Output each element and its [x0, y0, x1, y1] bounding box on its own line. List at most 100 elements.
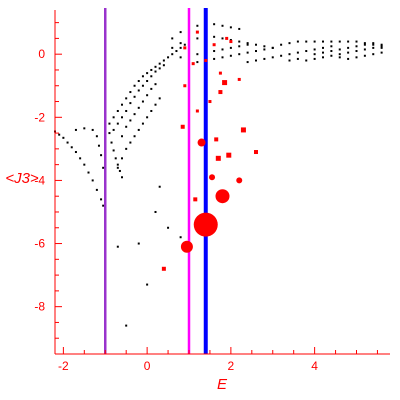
black-data-point: [83, 127, 86, 130]
black-data-point: [137, 106, 140, 109]
red-data-point: [191, 62, 195, 66]
black-data-point: [363, 54, 366, 57]
black-data-point: [288, 53, 291, 56]
black-data-point: [355, 50, 358, 53]
black-data-point: [74, 151, 77, 154]
black-data-point: [121, 116, 123, 119]
black-data-point: [238, 45, 241, 48]
black-data-point: [171, 37, 174, 40]
red-data-point: [183, 84, 187, 88]
black-data-point: [121, 157, 123, 160]
black-data-point: [102, 204, 105, 207]
black-data-point: [62, 136, 65, 139]
black-data-point: [158, 185, 161, 188]
black-data-point: [162, 59, 165, 62]
red-data-point: [222, 80, 228, 86]
black-data-point: [116, 245, 119, 248]
black-data-point: [133, 135, 136, 138]
y-tick-label: -6: [34, 237, 45, 251]
black-data-point: [141, 100, 144, 103]
black-data-point: [116, 166, 119, 169]
black-data-point: [146, 283, 149, 286]
black-point-series: [54, 23, 383, 327]
red-data-point: [254, 150, 258, 155]
black-data-point: [221, 56, 224, 59]
black-data-point: [330, 50, 333, 53]
black-data-point: [116, 122, 119, 125]
black-data-point: [171, 46, 174, 49]
black-data-point: [154, 65, 157, 68]
black-data-point: [322, 51, 324, 54]
black-data-point: [263, 57, 266, 60]
black-data-point: [146, 116, 149, 119]
red-data-point: [214, 137, 219, 142]
black-data-point: [108, 122, 111, 125]
black-data-point: [146, 72, 149, 75]
red-data-point: [225, 36, 229, 40]
black-data-point: [372, 42, 375, 45]
black-data-point: [121, 103, 123, 106]
black-data-point: [137, 128, 140, 131]
black-data-point: [380, 51, 383, 54]
black-data-point: [363, 48, 366, 51]
black-data-point: [246, 61, 249, 64]
black-data-point: [380, 45, 383, 48]
red-data-point: [195, 30, 199, 34]
black-data-point: [213, 57, 216, 60]
black-data-point: [313, 53, 316, 56]
red-data-point: [215, 189, 230, 204]
black-data-point: [129, 141, 132, 144]
black-data-point: [255, 50, 257, 53]
red-data-point: [161, 266, 166, 271]
black-data-point: [213, 50, 216, 53]
black-data-point: [137, 80, 140, 83]
black-data-point: [372, 46, 375, 49]
red-data-point: [218, 71, 222, 75]
black-data-point: [158, 97, 161, 100]
black-data-point: [133, 84, 136, 87]
black-data-point: [246, 43, 249, 46]
black-data-point: [238, 53, 241, 56]
black-data-point: [271, 56, 274, 59]
x-tick-label: -2: [58, 359, 69, 373]
red-data-point: [212, 43, 216, 47]
red-data-point: [229, 40, 233, 44]
black-data-point: [118, 169, 121, 172]
black-data-point: [150, 109, 153, 112]
black-data-point: [363, 42, 366, 45]
black-data-point: [380, 43, 383, 46]
black-data-point: [229, 54, 232, 57]
black-data-point: [347, 57, 350, 60]
black-data-point: [158, 67, 161, 70]
black-data-point: [116, 163, 119, 166]
black-data-point: [137, 242, 140, 245]
black-data-point: [108, 132, 111, 135]
x-tick-label: 2: [228, 359, 235, 373]
black-data-point: [141, 84, 144, 87]
black-data-point: [125, 147, 128, 150]
black-data-point: [238, 27, 241, 30]
black-data-point: [150, 87, 153, 90]
y-tick-label: -8: [34, 300, 45, 314]
black-data-point: [167, 226, 170, 229]
black-data-point: [146, 94, 149, 97]
black-data-point: [263, 45, 266, 48]
black-data-point: [162, 64, 165, 67]
black-data-point: [125, 109, 128, 112]
black-data-point: [296, 57, 299, 60]
black-data-point: [229, 26, 232, 29]
black-data-point: [112, 116, 115, 119]
black-data-point: [229, 46, 232, 49]
black-data-point: [322, 46, 324, 49]
red-data-point: [226, 152, 232, 158]
black-data-point: [271, 46, 274, 49]
black-data-point: [347, 40, 350, 43]
black-data-point: [305, 50, 308, 53]
black-data-point: [179, 236, 182, 239]
red-data-point: [193, 212, 218, 237]
black-data-point: [313, 40, 316, 43]
black-data-point: [129, 91, 132, 94]
black-data-point: [179, 31, 182, 34]
black-data-point: [280, 43, 283, 46]
black-data-point: [95, 135, 98, 138]
